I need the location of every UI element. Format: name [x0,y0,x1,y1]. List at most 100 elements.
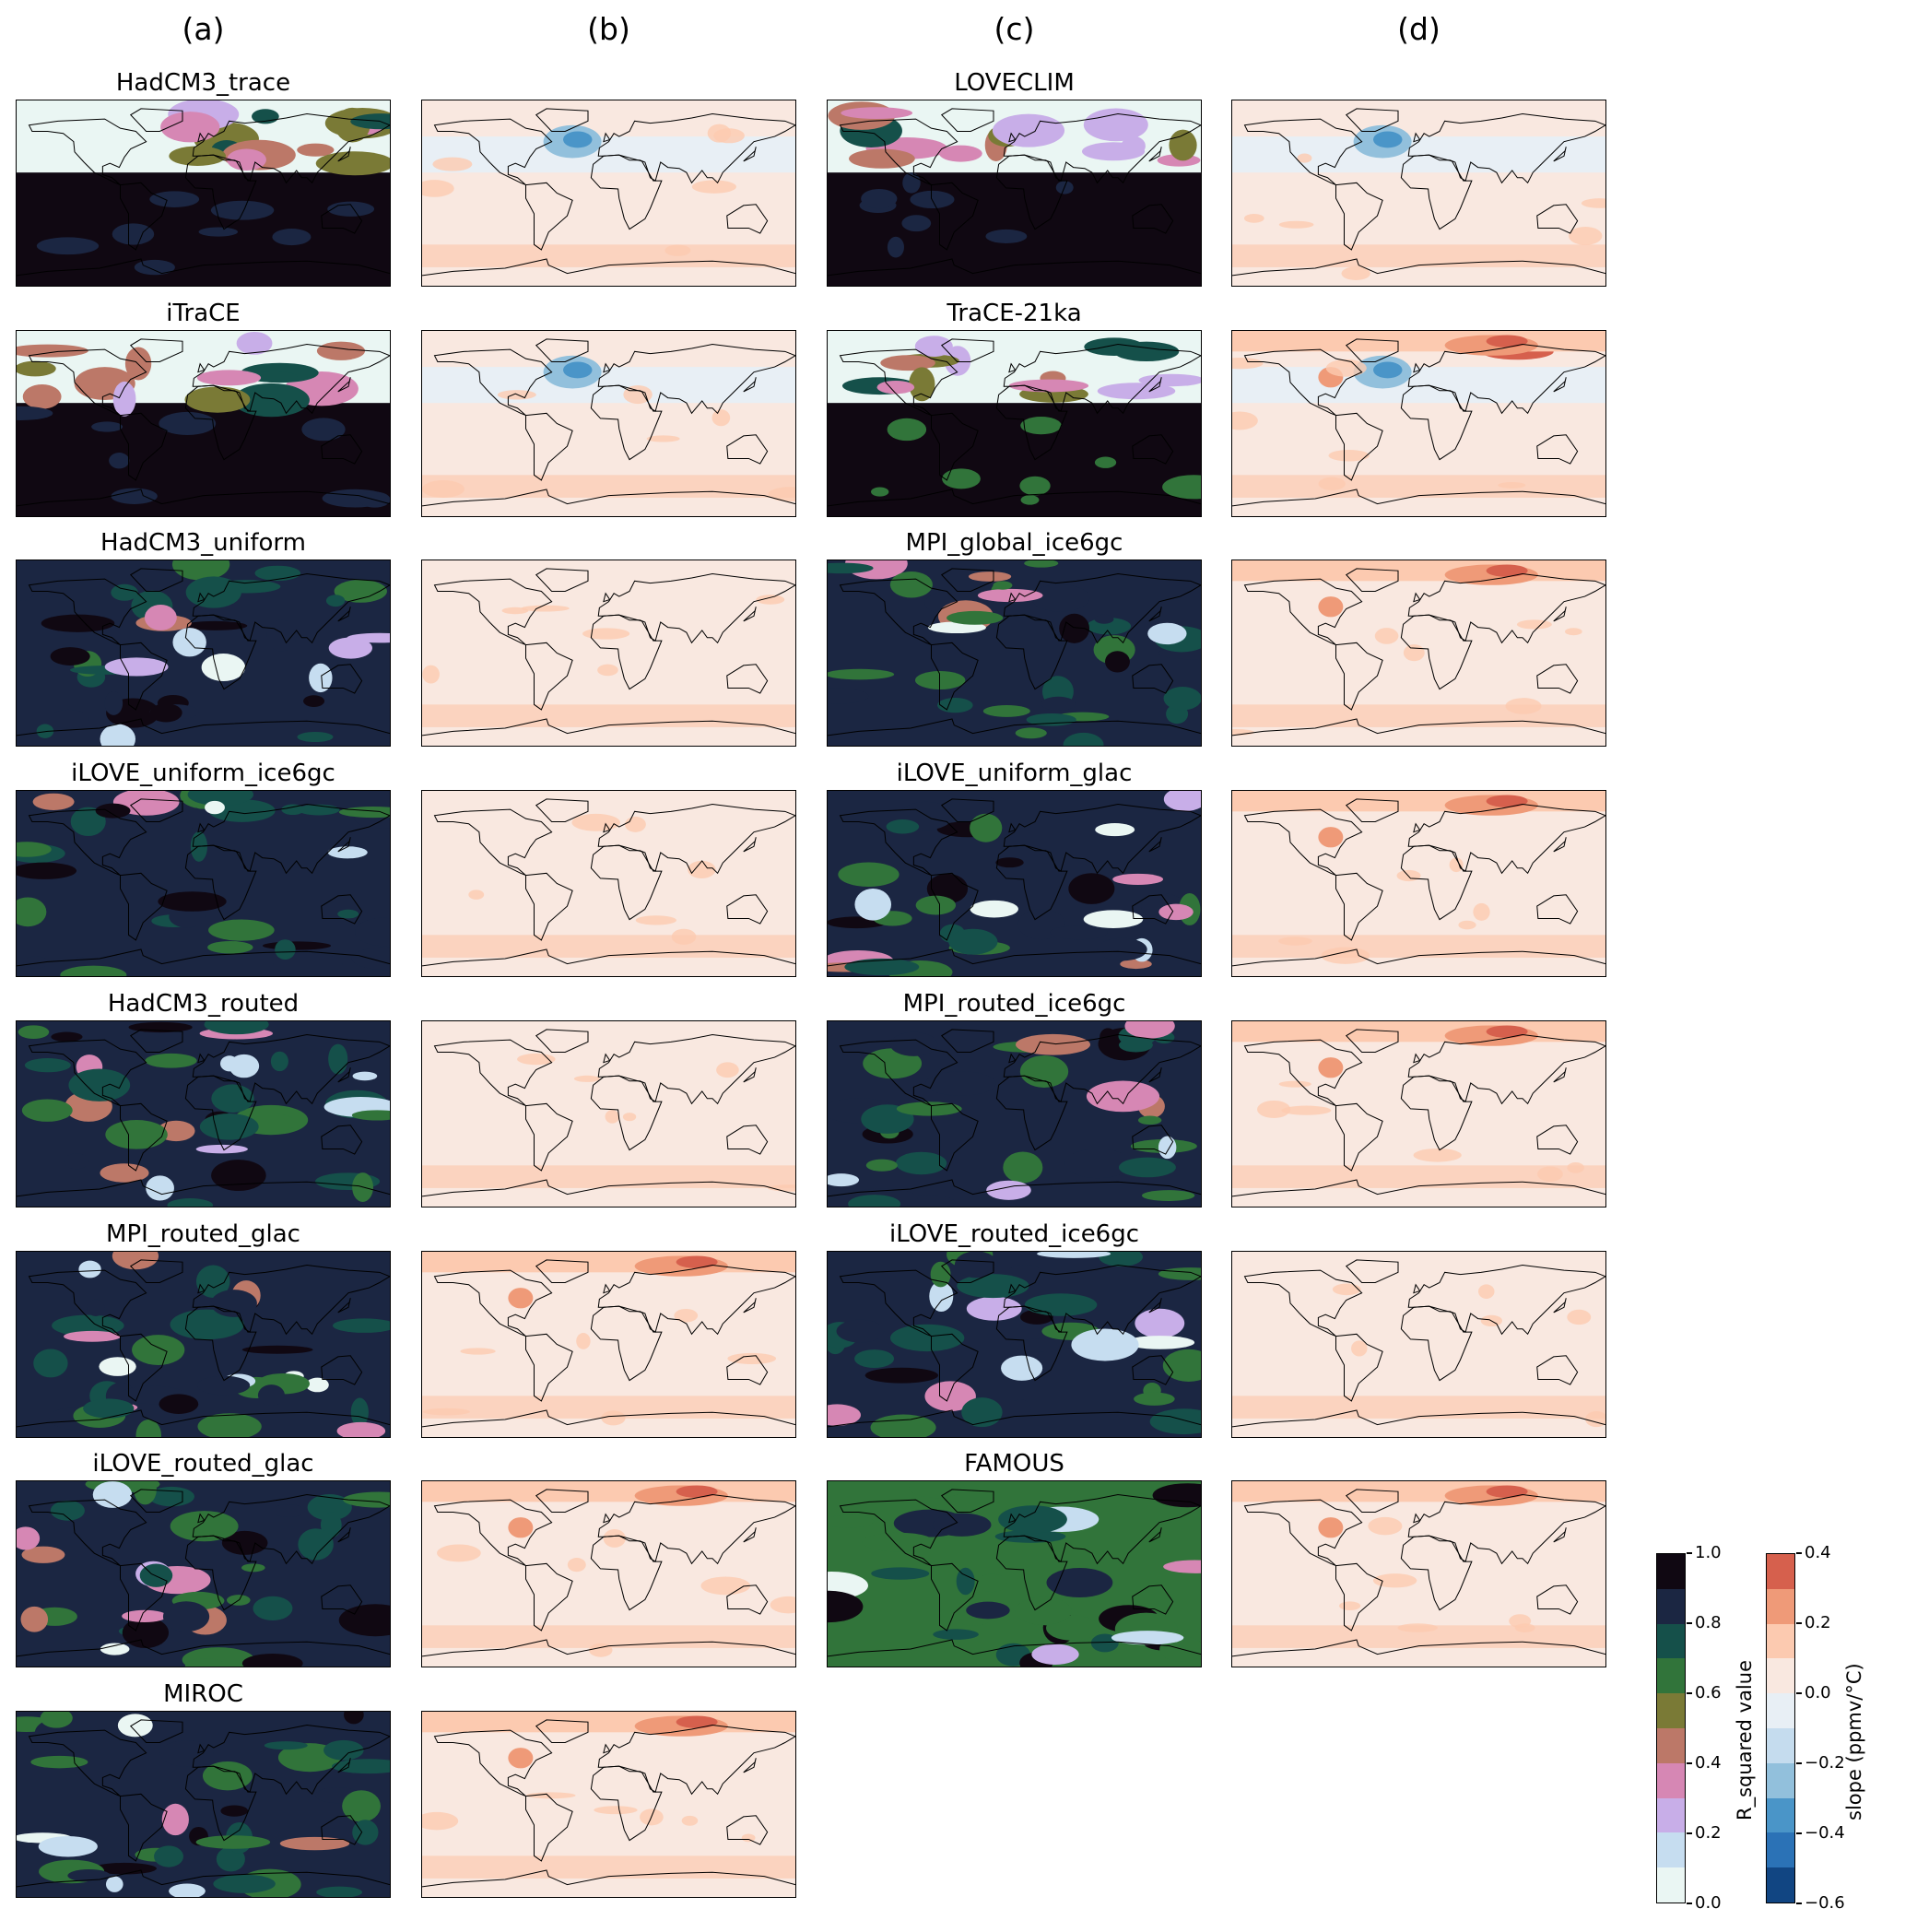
field-blob [1328,449,1370,462]
field-blob [111,488,158,504]
field-blob [713,128,745,144]
field-blob [895,1151,947,1175]
field-blob [17,1526,41,1550]
field-blob [1125,1335,1195,1349]
coastline [743,1297,757,1313]
field-blob [187,791,253,807]
coastline [197,1053,206,1064]
field-blob [1001,1355,1043,1381]
field-blob [83,1397,135,1419]
field-blob [932,1513,992,1537]
slope-map [421,329,796,517]
field-blob [70,807,106,837]
field-blob [756,595,785,606]
field-blob [1567,1161,1584,1173]
coastline [1008,1283,1017,1293]
coastline [1008,132,1017,143]
coastline [603,1053,611,1064]
colorbar-tick: 0.6 [1687,1683,1722,1702]
field-blob [100,1643,130,1655]
field-blob [1141,1189,1195,1201]
field-blob [1134,1392,1175,1406]
colorbar-bin [1657,1623,1685,1659]
field-blob [196,370,262,385]
field-blob [170,1511,239,1542]
field-blob [838,862,900,888]
field-blob [91,421,123,432]
slope-map [1231,1019,1606,1208]
colorbar-bin [1767,1658,1794,1694]
r-squared-map [827,329,1202,517]
coastline [524,642,573,712]
r-squared-map [827,1480,1202,1668]
field-blob [828,669,895,680]
coastline [192,113,390,184]
coastline-antarctica [828,948,1201,967]
coastline-antarctica [1232,1179,1605,1197]
coastline-antarctica [17,718,390,736]
coastline-antarctica [422,1639,795,1657]
coastline [1413,1283,1421,1293]
coastline [1400,1305,1473,1381]
colorbar-tick: 0.2 [1687,1823,1722,1843]
coastline [603,1513,611,1524]
coastline [930,412,979,481]
field-blob [1536,1166,1563,1182]
map-svg [828,1020,1201,1207]
coastline [184,1305,257,1381]
coastline [597,1494,795,1565]
field-blob [112,223,155,245]
coastline [726,1354,769,1385]
field-blob [327,201,375,217]
field-blob [864,1367,938,1384]
field-blob [1046,1568,1113,1598]
map-svg [17,1251,390,1437]
field-blob [676,1485,718,1499]
coastline [995,1305,1068,1381]
coastline [930,1562,979,1632]
field-blob [1514,1623,1535,1633]
panel-title: LOVECLIM [954,69,1075,97]
map-svg [828,100,1201,286]
coastline [184,1075,257,1151]
field-blob [30,1755,88,1769]
coastline [129,798,183,823]
field-blob [947,611,1004,626]
coastline [597,113,795,184]
coastline [995,384,1068,461]
coastline [119,1562,168,1632]
field-blob [871,1567,930,1580]
field-blob [968,571,1012,583]
field-blob [309,664,333,693]
coastline [535,1719,589,1743]
field-blob [316,341,366,360]
field-blob [275,939,296,960]
field-blob [770,1596,795,1614]
colorbar-bin [1657,1693,1685,1728]
coastline [337,1297,351,1313]
coastline [940,108,994,133]
coastline [743,607,757,622]
coastline [1553,147,1567,162]
field-blob [862,1532,935,1552]
slope-map [1231,560,1606,748]
colorbar-tick: −0.2 [1796,1753,1845,1773]
coastline-antarctica [828,1639,1201,1657]
field-blob [1112,873,1164,886]
coastline [1413,132,1421,143]
field-blob [915,895,957,915]
coastline-antarctica [1232,948,1605,967]
coastline [1335,1102,1383,1172]
field-blob [1232,411,1258,430]
coastline [1132,1354,1174,1385]
field-blob [257,1384,285,1406]
coastline [995,154,1068,230]
field-blob [681,1815,699,1826]
field-blob [78,1260,101,1278]
field-blob [901,215,932,232]
field-blob [33,1348,68,1377]
coastline [433,1269,553,1337]
coastline [119,182,168,251]
field-blob [41,615,115,633]
coastline [1335,872,1383,941]
